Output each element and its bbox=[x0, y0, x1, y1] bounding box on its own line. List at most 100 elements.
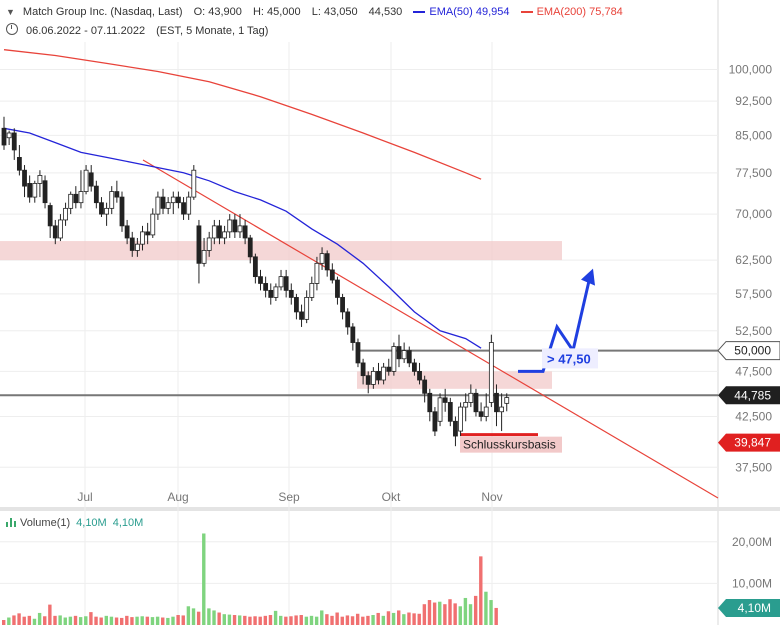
candle-body bbox=[417, 370, 422, 381]
candle bbox=[381, 362, 387, 385]
candle-body bbox=[237, 225, 243, 233]
forecast-arrow-head bbox=[581, 268, 595, 286]
candle bbox=[437, 393, 443, 427]
candle bbox=[278, 269, 284, 291]
volume-bar bbox=[58, 615, 62, 625]
volume-bar bbox=[145, 616, 150, 625]
candle-body bbox=[140, 231, 145, 245]
volume-bar bbox=[268, 615, 273, 625]
volume-bar bbox=[140, 616, 144, 625]
current-price-tag: 44,785 bbox=[734, 388, 771, 402]
candle-body bbox=[288, 289, 294, 298]
volume-bar bbox=[217, 612, 221, 625]
base-label-bg bbox=[460, 436, 562, 453]
candle-body bbox=[109, 191, 115, 209]
ema50-line bbox=[3, 127, 482, 349]
candle bbox=[458, 402, 463, 437]
candle bbox=[494, 384, 499, 427]
candle-body bbox=[335, 279, 340, 298]
candle bbox=[68, 191, 74, 215]
volume-bar bbox=[7, 617, 11, 625]
volume-bar bbox=[171, 616, 175, 625]
volume-bar bbox=[94, 616, 98, 625]
candle bbox=[83, 165, 89, 195]
candle-body bbox=[93, 185, 99, 204]
volume-bar bbox=[186, 606, 191, 625]
clock-icon bbox=[6, 23, 18, 35]
volume-bar bbox=[473, 595, 478, 625]
candle-body bbox=[396, 346, 402, 360]
volume-bar bbox=[330, 615, 334, 625]
candle-body bbox=[1, 127, 7, 146]
candle-body bbox=[499, 406, 505, 413]
resistance-zone bbox=[0, 241, 562, 261]
volume-bar bbox=[22, 616, 26, 625]
candle-body bbox=[155, 196, 161, 215]
volume-bar bbox=[2, 620, 6, 625]
volume-bar bbox=[104, 615, 108, 625]
ema50-label: EMA(50) bbox=[429, 6, 473, 18]
candle-body bbox=[463, 402, 469, 408]
base-label: Schlusskursbasis bbox=[463, 438, 556, 452]
candle bbox=[345, 308, 351, 335]
volume-bar bbox=[181, 615, 185, 625]
candle-body bbox=[401, 350, 407, 360]
candle-body bbox=[119, 196, 125, 227]
chevron-down-icon[interactable]: ▼ bbox=[6, 7, 15, 17]
y-tick-label: 77,500 bbox=[735, 166, 772, 180]
volume-value-1: 4,10M bbox=[76, 517, 107, 529]
volume-bar bbox=[248, 616, 252, 625]
volume-bar bbox=[89, 612, 93, 625]
y-tick-label: 92,500 bbox=[735, 94, 772, 108]
candle-body bbox=[447, 402, 453, 422]
volume-bar bbox=[345, 615, 350, 625]
volume-bar bbox=[84, 616, 88, 625]
candle bbox=[417, 362, 422, 385]
candle bbox=[37, 170, 43, 198]
volume-bar bbox=[273, 610, 278, 625]
candle-body bbox=[181, 202, 186, 215]
candle bbox=[406, 346, 412, 368]
candle-body bbox=[47, 205, 53, 227]
candle bbox=[58, 214, 63, 242]
candle bbox=[391, 342, 397, 376]
volume-bar bbox=[196, 611, 201, 625]
candle-body bbox=[211, 225, 217, 239]
ema200-label: EMA(200) bbox=[536, 6, 587, 18]
candle bbox=[114, 180, 120, 203]
chart-header: ▼ Match Group Inc. (Nasdaq, Last) O: 43,9… bbox=[0, 0, 780, 40]
volume-tick-label: 10,00M bbox=[732, 576, 772, 590]
low-tag-bg bbox=[718, 433, 780, 452]
volume-bar bbox=[438, 601, 442, 625]
volume-bar bbox=[125, 615, 129, 625]
ema50-swatch bbox=[413, 11, 426, 14]
candle bbox=[360, 358, 366, 385]
candle bbox=[186, 191, 192, 220]
candle-body bbox=[453, 420, 458, 437]
volume-bar bbox=[227, 614, 232, 625]
candle-body bbox=[360, 362, 366, 377]
candle-body bbox=[63, 207, 68, 221]
volume-bar bbox=[412, 613, 416, 625]
volume-bar bbox=[212, 610, 216, 625]
volume-bar bbox=[381, 615, 386, 625]
candle bbox=[52, 219, 58, 245]
volume-bar bbox=[43, 616, 47, 625]
support-zone bbox=[357, 371, 552, 389]
volume-bar bbox=[371, 615, 375, 625]
candle bbox=[468, 384, 474, 408]
candle-body bbox=[160, 196, 166, 209]
candle bbox=[309, 276, 315, 302]
symbol-label: Match Group Inc. (Nasdaq, Last) bbox=[22, 6, 183, 18]
volume-bar bbox=[340, 616, 344, 625]
candle bbox=[129, 231, 135, 257]
candle-body bbox=[432, 411, 438, 432]
volume-bar bbox=[232, 615, 237, 625]
candle-body bbox=[258, 276, 263, 284]
candle-body bbox=[355, 342, 361, 364]
volume-bar bbox=[458, 606, 462, 625]
candle bbox=[6, 130, 12, 146]
candle-body bbox=[27, 183, 33, 198]
candle-body bbox=[201, 250, 207, 264]
volume-label: Volume(1) bbox=[20, 517, 71, 529]
